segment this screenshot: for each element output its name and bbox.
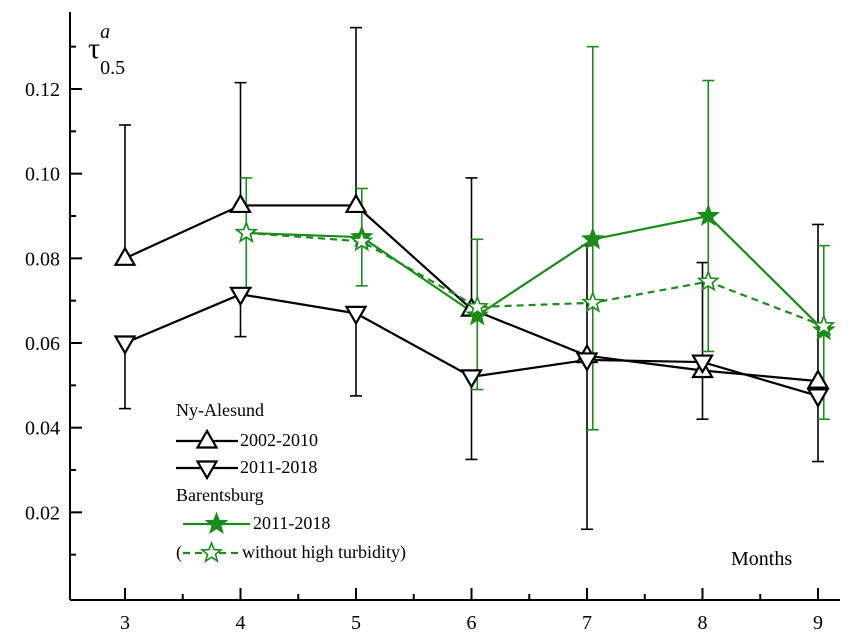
legend-marker-sample <box>195 428 219 449</box>
data-point <box>113 246 137 266</box>
data-point <box>350 229 374 252</box>
y-axis-label: τa 0.5 <box>88 21 125 79</box>
data-point <box>575 352 599 373</box>
legend-group-ny-alesund: Ny-Alesund <box>176 400 264 420</box>
y-axis-label-main: τ <box>88 32 100 65</box>
data-point <box>460 369 483 390</box>
data-point <box>229 286 252 307</box>
series-line <box>246 214 825 332</box>
data-point <box>806 388 830 409</box>
ticks: 3 4 5 6 7 8 9 0.02 0.04 0.06 0.08 0.10 0.12 <box>25 45 823 634</box>
legend-paren-close: ) <box>400 542 406 563</box>
legend: Ny-Alesund 2002-2010 2011-2018 Barentsbu… <box>176 400 406 563</box>
legend-marker-sample <box>204 511 229 535</box>
data-point <box>691 354 714 375</box>
legend-paren-open: ( <box>176 542 182 563</box>
data-point <box>234 220 258 243</box>
data-point <box>580 226 605 250</box>
legend-group-barentsburg: Barentsburg <box>176 485 264 505</box>
legend-entry-ny-2011-2018: 2011-2018 <box>176 457 317 481</box>
data-point <box>806 368 830 389</box>
x-tick-label: 5 <box>351 612 361 634</box>
y-tick-label: 0.10 <box>25 164 60 186</box>
series-markers <box>113 193 836 409</box>
x-tick-label: 9 <box>813 612 823 634</box>
legend-marker-sample <box>199 540 224 563</box>
x-tick-label: 3 <box>120 612 130 634</box>
data-point <box>696 269 720 292</box>
x-axis-label: Months <box>731 548 792 570</box>
y-axis-label-sup: a <box>100 21 110 43</box>
error-bars <box>119 26 830 531</box>
data-point <box>812 313 836 337</box>
y-axis-label-sub: 0.5 <box>100 57 125 79</box>
legend-label: 2011-2018 <box>253 513 330 533</box>
legend-entry-barentsburg-2011-2018: 2011-2018 <box>183 511 330 535</box>
y-tick-label: 0.12 <box>25 79 60 101</box>
legend-label-text: without high turbidity <box>242 542 400 562</box>
series-lines <box>124 204 825 397</box>
x-tick-label: 8 <box>698 612 708 634</box>
y-tick-label: 0.06 <box>25 333 60 355</box>
data-point <box>113 335 137 356</box>
y-tick-label: 0.04 <box>25 418 60 440</box>
legend-entry-ny-2002-2010: 2002-2010 <box>176 428 318 450</box>
legend-label: 2002-2010 <box>240 430 318 450</box>
data-point <box>581 290 605 313</box>
legend-entry-barentsburg-no-turbidity: ( without high turbidity) <box>176 540 406 563</box>
y-tick-label: 0.08 <box>25 248 60 270</box>
data-point <box>344 305 368 326</box>
y-tick-label: 0.02 <box>25 502 60 524</box>
series-line <box>246 231 825 328</box>
legend-label: 2011-2018 <box>240 457 317 477</box>
axes <box>69 12 840 601</box>
x-tick-label: 6 <box>467 612 477 634</box>
x-tick-label: 4 <box>236 612 246 634</box>
data-point <box>229 193 252 214</box>
data-point <box>344 193 368 214</box>
legend-marker-sample <box>195 460 219 481</box>
x-tick-label: 7 <box>582 612 592 634</box>
legend-label: without high turbidity) <box>242 542 406 563</box>
data-point <box>465 294 489 317</box>
data-point <box>696 203 721 227</box>
data-point <box>465 303 490 326</box>
